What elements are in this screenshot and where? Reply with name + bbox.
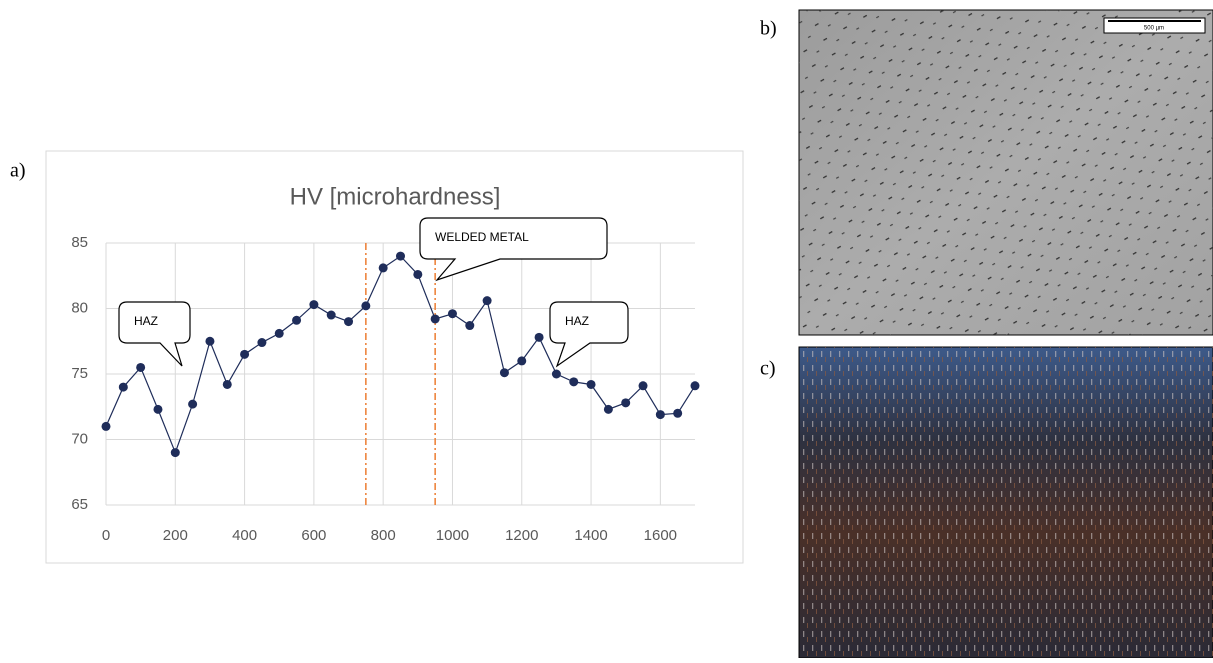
point	[569, 377, 579, 387]
panel-label: b)	[760, 18, 777, 40]
point	[690, 381, 700, 391]
x-tick-label: 200	[163, 527, 188, 544]
point	[274, 328, 284, 338]
callout	[118, 301, 191, 367]
point	[638, 381, 648, 391]
y-tick-label: 80	[71, 299, 88, 316]
y-tick-label: 70	[71, 430, 88, 447]
point	[222, 379, 232, 389]
chart: HV [microhardness] 65 70 75 80 85 0 200 400 600 80…	[71, 183, 700, 544]
point	[101, 421, 111, 431]
point	[240, 349, 250, 359]
x-tick-label: 0	[102, 527, 110, 544]
x-tick-label: 600	[301, 527, 326, 544]
point	[465, 321, 475, 331]
point	[586, 379, 596, 389]
point	[205, 336, 215, 346]
point	[655, 410, 665, 420]
point	[396, 251, 405, 261]
point	[447, 309, 457, 319]
annotation: HAZ	[565, 314, 589, 328]
panel-label: c)	[760, 358, 776, 380]
point	[413, 269, 423, 279]
point	[257, 338, 267, 348]
point	[499, 368, 509, 378]
point	[153, 404, 163, 414]
x-tick-label: 1200	[505, 527, 538, 544]
x-tick-label: 1000	[436, 527, 469, 544]
point	[517, 356, 527, 366]
callout	[419, 217, 608, 282]
y-tick-label: 65	[71, 496, 88, 513]
point	[118, 382, 128, 392]
x-tick-label: 1600	[644, 527, 677, 544]
point	[482, 296, 492, 306]
point	[673, 408, 683, 418]
micrograph-texture	[799, 10, 1213, 335]
micrograph-texture	[799, 347, 1213, 658]
point	[170, 448, 180, 458]
point	[188, 399, 198, 409]
point	[361, 301, 371, 311]
point	[309, 300, 319, 310]
y-tick-label: 85	[71, 234, 88, 251]
point	[292, 315, 302, 325]
scale-bar-label: 500 µm	[1144, 26, 1164, 32]
x-tick-label: 1400	[574, 527, 607, 544]
point	[378, 263, 388, 273]
chart-frame	[45, 150, 744, 564]
point	[603, 404, 613, 414]
annotation: WELDED METAL	[435, 230, 529, 244]
panel-label: a)	[10, 160, 26, 182]
x-tick-label: 800	[371, 527, 396, 544]
point	[136, 362, 146, 372]
point	[551, 369, 561, 379]
annotation: HAZ	[134, 314, 158, 328]
chart-title: HV [microhardness]	[290, 183, 501, 210]
point	[430, 314, 440, 324]
point	[621, 398, 631, 408]
x-tick-label: 400	[232, 527, 257, 544]
point	[326, 310, 336, 320]
point	[534, 332, 544, 342]
y-tick-label: 75	[71, 365, 88, 382]
point	[344, 317, 354, 327]
callout	[549, 301, 629, 368]
